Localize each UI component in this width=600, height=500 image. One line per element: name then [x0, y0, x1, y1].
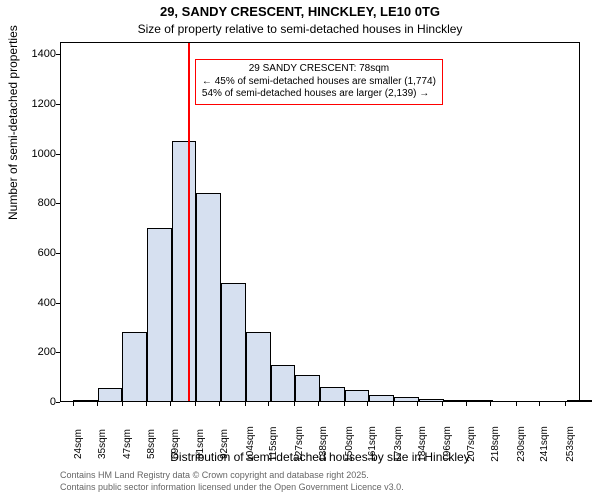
y-tick-mark [56, 402, 60, 403]
x-tick-mark [122, 402, 123, 406]
y-tick-label: 600 [38, 247, 56, 259]
y-tick-mark [56, 104, 60, 105]
x-tick-mark [565, 402, 566, 406]
footer-copyright-2: Contains public sector information licen… [60, 482, 404, 492]
x-axis-label: Distribution of semi-detached houses by … [60, 450, 580, 464]
plot-area: 29 SANDY CRESCENT: 78sqm← 45% of semi-de… [60, 42, 580, 402]
y-tick-mark [56, 154, 60, 155]
y-tick-mark [56, 203, 60, 204]
y-tick-label: 800 [38, 197, 56, 209]
x-tick-mark [466, 402, 467, 406]
y-tick-mark [56, 303, 60, 304]
property-size-chart: 29, SANDY CRESCENT, HINCKLEY, LE10 0TG S… [0, 0, 600, 500]
x-tick-mark [516, 402, 517, 406]
x-tick-mark [318, 402, 319, 406]
x-tick-mark [268, 402, 269, 406]
x-tick-mark [73, 402, 74, 406]
x-tick-mark [417, 402, 418, 406]
y-axis-label: Number of semi-detached properties [6, 25, 20, 220]
y-tick-label: 200 [38, 346, 56, 358]
y-tick-mark [56, 352, 60, 353]
x-tick-mark [195, 402, 196, 406]
x-tick-mark [393, 402, 394, 406]
x-tick-mark [219, 402, 220, 406]
x-tick-mark [442, 402, 443, 406]
plot-border [60, 42, 580, 402]
x-tick-mark [146, 402, 147, 406]
chart-title-sub: Size of property relative to semi-detach… [0, 22, 600, 36]
x-tick-mark [539, 402, 540, 406]
x-tick-mark [97, 402, 98, 406]
x-tick-mark [170, 402, 171, 406]
x-tick-mark [367, 402, 368, 406]
x-tick-mark [245, 402, 246, 406]
y-tick-label: 1200 [32, 98, 56, 110]
chart-title-main: 29, SANDY CRESCENT, HINCKLEY, LE10 0TG [0, 4, 600, 19]
x-tick-mark [344, 402, 345, 406]
y-tick-mark [56, 54, 60, 55]
footer-copyright-1: Contains HM Land Registry data © Crown c… [60, 470, 369, 480]
x-tick-mark [490, 402, 491, 406]
y-tick-mark [56, 253, 60, 254]
y-tick-label: 1000 [32, 148, 56, 160]
x-tick-mark [294, 402, 295, 406]
y-tick-label: 400 [38, 297, 56, 309]
y-tick-label: 1400 [32, 48, 56, 60]
